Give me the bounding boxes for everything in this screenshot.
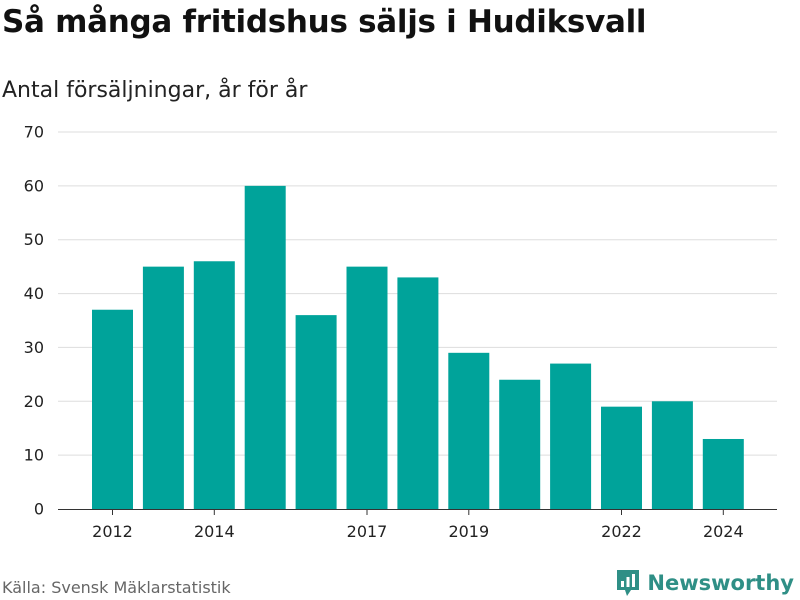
y-tick-label: 10 (24, 446, 44, 465)
bar-2017 (346, 266, 388, 509)
bar-2021 (550, 363, 592, 509)
bar-2013 (142, 266, 184, 509)
bar-2024 (702, 438, 744, 509)
x-tick-label: 2024 (703, 522, 744, 541)
bar-2022 (601, 406, 642, 509)
bar-2023 (651, 401, 693, 509)
y-tick-label: 30 (24, 338, 44, 357)
source-note: Källa: Svensk Mäklarstatistik (2, 578, 231, 597)
x-tick-label: 2019 (448, 522, 489, 541)
x-tick-label: 2014 (194, 522, 235, 541)
x-tick-label: 2012 (92, 522, 133, 541)
y-tick-label: 0 (34, 500, 44, 519)
y-tick-label: 70 (24, 123, 44, 142)
bars (92, 185, 744, 509)
bar-2020 (499, 379, 541, 509)
chart-title: Så många fritidshus säljs i Hudiksvall (2, 4, 647, 40)
x-tick-label: 2022 (601, 522, 642, 541)
x-tick-label: 2017 (347, 522, 388, 541)
brand-logo: Newsworthy (615, 568, 794, 598)
brand-name: Newsworthy (647, 571, 794, 595)
bar-2015 (244, 185, 286, 509)
bar-2016 (295, 315, 337, 509)
axes: 0 10 20 30 40 50 60 70 2012 2014 2017 2019 2022 2024 (24, 123, 777, 541)
chart-subtitle: Antal försäljningar, år för år (2, 78, 308, 103)
bar-2018 (397, 277, 439, 509)
bar-chart: 0 10 20 30 40 50 60 70 2012 2014 2017 2019 2022 2024 (24, 123, 777, 541)
bar-2014 (193, 261, 235, 509)
y-tick-label: 20 (24, 392, 44, 411)
bar-chart-logo-icon (617, 570, 640, 596)
bar-2012 (92, 309, 133, 509)
y-tick-label: 40 (24, 284, 44, 303)
y-tick-label: 50 (24, 230, 44, 249)
y-tick-label: 60 (24, 176, 44, 195)
bar-2019 (448, 352, 490, 509)
